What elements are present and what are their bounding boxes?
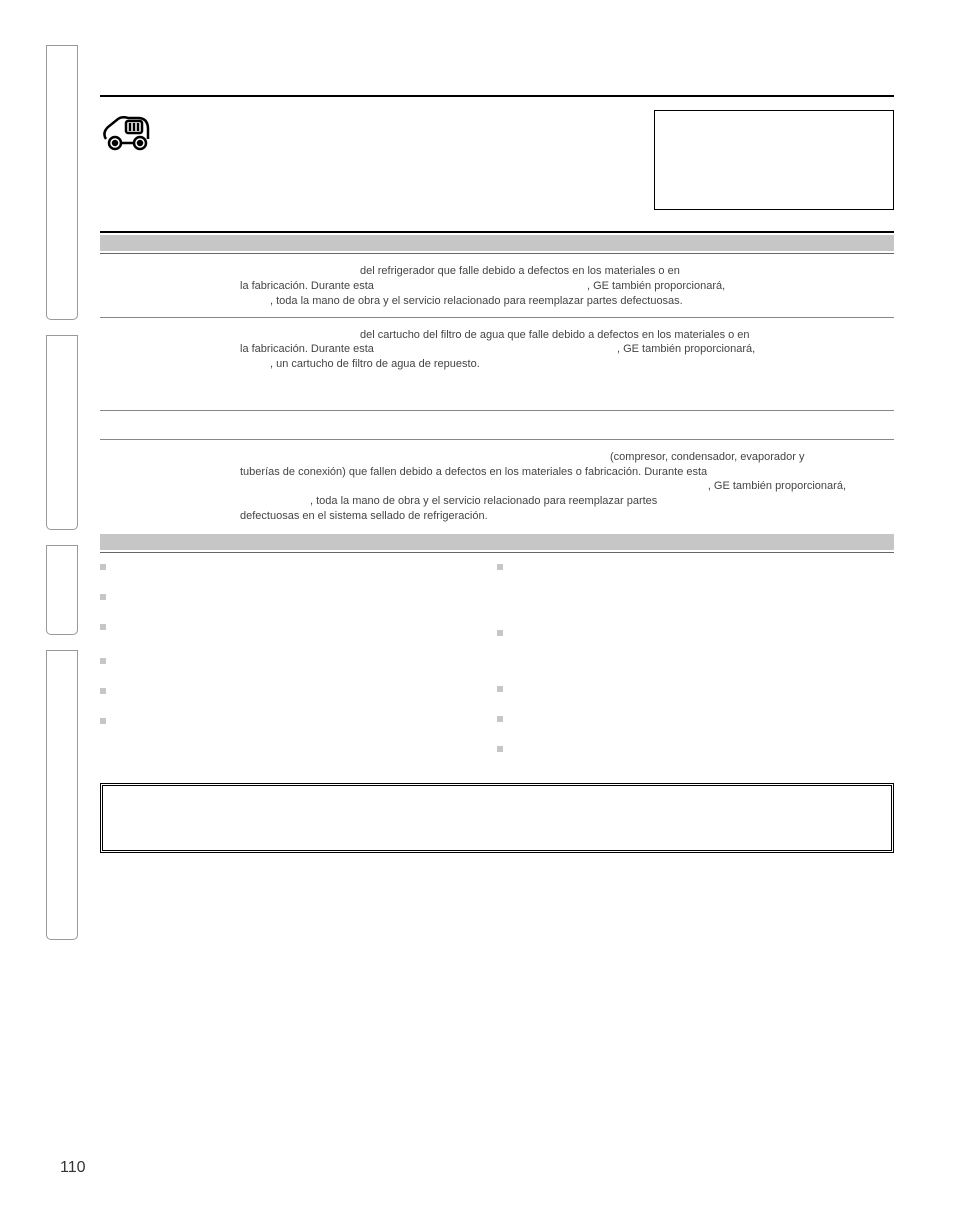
separator xyxy=(100,317,894,318)
warranty-text: la fabricación. Durante esta xyxy=(240,343,377,355)
bullet-icon xyxy=(100,564,106,570)
bullet-icon xyxy=(497,630,503,636)
warranty-text: defectuosas en el sistema sellado de ref… xyxy=(240,510,488,522)
list-item xyxy=(100,685,497,699)
bullet-icon xyxy=(100,658,106,664)
sidebar-tab-2 xyxy=(46,335,78,530)
list-item xyxy=(497,743,894,757)
bullet-icon xyxy=(100,688,106,694)
list-item xyxy=(100,561,497,575)
bullet-icon xyxy=(497,564,503,570)
bullet-icon xyxy=(100,718,106,724)
sidebar-tab-3 xyxy=(46,545,78,635)
warranty-text: (compresor, condensador, evaporador y xyxy=(610,451,804,463)
warranty-row-3: (compresor, condensador, evaporador y tu… xyxy=(100,450,894,524)
warranty-text: la fabricación. Durante esta xyxy=(240,280,377,292)
bullet-icon xyxy=(497,686,503,692)
thin-rule-1 xyxy=(100,253,894,254)
bullet-icon xyxy=(100,594,106,600)
exclusions-list xyxy=(100,561,894,773)
warranty-text: , GE también proporcionará, xyxy=(587,280,725,292)
separator xyxy=(100,439,894,440)
warranty-row-2: del cartucho del filtro de agua que fall… xyxy=(100,328,894,402)
list-item xyxy=(100,591,497,605)
gray-bar-2 xyxy=(100,534,894,550)
list-item xyxy=(100,655,497,669)
warranty-text: , toda la mano de obra y el servicio rel… xyxy=(310,495,657,507)
list-item xyxy=(497,561,894,575)
warranty-text: , GE también proporcionará, xyxy=(708,480,846,492)
bullet-icon xyxy=(100,624,106,630)
list-item xyxy=(100,715,497,729)
page-number: 110 xyxy=(60,1159,86,1177)
warranty-text: tuberías de conexión) que fallen debido … xyxy=(240,466,707,478)
bullet-icon xyxy=(497,746,503,752)
callout-box xyxy=(654,110,894,210)
warranty-text: del refrigerador que falle debido a defe… xyxy=(360,265,680,277)
list-item xyxy=(497,713,894,727)
list-item xyxy=(497,627,894,641)
top-rule xyxy=(100,95,894,97)
sidebar-tab-4 xyxy=(46,650,78,940)
notice-box xyxy=(100,783,894,853)
list-item xyxy=(100,621,497,635)
gray-bar-1 xyxy=(100,235,894,251)
bullet-icon xyxy=(497,716,503,722)
truck-icon xyxy=(100,109,160,161)
warranty-row-1: del refrigerador que falle debido a defe… xyxy=(100,264,894,309)
sidebar-tab-1 xyxy=(46,45,78,320)
list-item xyxy=(497,683,894,697)
warranty-text: del cartucho del filtro de agua que fall… xyxy=(360,329,750,341)
thin-rule-2 xyxy=(100,552,894,553)
warranty-text: , toda la mano de obra y el servicio rel… xyxy=(270,295,683,307)
warranty-text: , GE también proporcionará, xyxy=(617,343,755,355)
warranty-text: , un cartucho de filtro de agua de repue… xyxy=(270,358,480,370)
section-rule-1 xyxy=(100,231,894,233)
